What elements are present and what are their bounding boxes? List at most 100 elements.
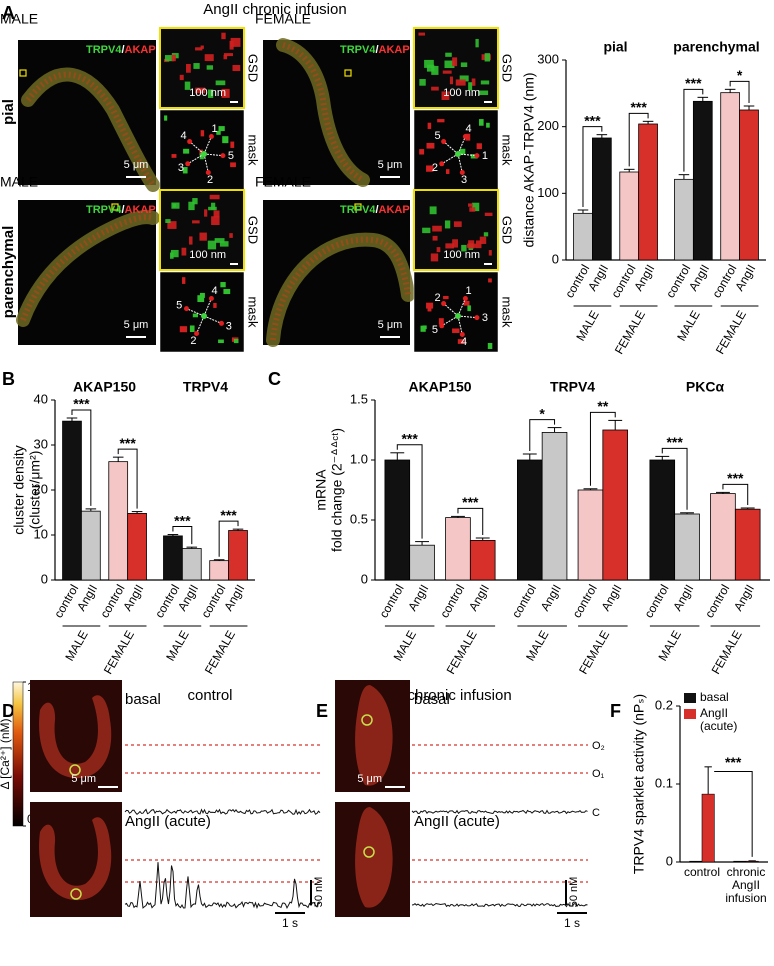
error-bar (415, 541, 429, 546)
error-bar (716, 491, 730, 494)
vessel (21, 67, 160, 192)
micrograph (263, 200, 410, 345)
mask-cluster (194, 331, 200, 337)
channel-label: TRPV4/AKAP (86, 44, 156, 56)
inset-label: mask (246, 296, 261, 328)
mask-arrow (203, 153, 223, 157)
y-tick-label: 100 (537, 185, 559, 200)
cluster (443, 295, 449, 300)
cluster (211, 216, 220, 226)
bar (541, 431, 568, 581)
bar (638, 123, 658, 261)
cluster (182, 167, 188, 174)
sex-label: MALE (0, 11, 38, 27)
inset-label: GSD (246, 216, 261, 244)
channel-label-part: AKAP (125, 204, 156, 216)
error-bar (131, 511, 143, 514)
cluster (431, 86, 439, 91)
mask-cluster (185, 161, 191, 167)
scale-bar-label: 5 μm (357, 773, 382, 785)
figure-title: AngII chronic infusion (203, 1, 346, 18)
cluster (419, 79, 426, 86)
cluster (436, 247, 441, 253)
mask-center (201, 151, 207, 157)
cluster (422, 325, 427, 330)
mask-arrow (457, 298, 466, 317)
roi-marker (361, 714, 373, 726)
cluster (487, 342, 493, 349)
bar (81, 510, 101, 581)
cluster (488, 278, 492, 283)
bar (163, 535, 183, 581)
mask-arrow (443, 141, 459, 155)
x-tick-label: control (437, 582, 467, 620)
significance-label: *** (174, 512, 191, 528)
error-bar (390, 452, 405, 460)
section-title: pial (603, 39, 627, 55)
cluster (171, 54, 176, 62)
y-tick-label: 0 (41, 571, 48, 586)
mask-arrow (196, 315, 205, 334)
mask-number: 2 (432, 162, 438, 174)
bar (689, 860, 703, 863)
cluster (184, 81, 191, 90)
section-title: AKAP150 (73, 379, 136, 395)
error-bar (213, 559, 225, 561)
legend-label: AngII (acute) (700, 707, 738, 733)
significance-label: *** (630, 99, 647, 115)
cluster (445, 243, 454, 249)
x-tick-label-box: chronic AngII infusion (725, 866, 766, 905)
trace (411, 902, 588, 908)
cell-shape (355, 807, 393, 908)
trace (124, 862, 320, 910)
level-label: O₂ (592, 740, 605, 752)
mask-cluster (220, 153, 226, 159)
cluster (230, 37, 241, 47)
cluster (432, 225, 442, 232)
cluster (459, 75, 469, 82)
bar (516, 459, 543, 581)
mask-number: 2 (435, 292, 441, 304)
cluster (165, 219, 171, 224)
significance-label: *** (727, 470, 744, 486)
legend-label-box: AngII (acute) (700, 707, 738, 733)
sex-label: FEMALE (255, 11, 311, 27)
significance-bracket (396, 444, 423, 539)
channel-label-part: TRPV4 (340, 204, 376, 216)
x-tick-label: AngII (585, 262, 611, 293)
mask-cluster (462, 133, 468, 139)
cluster (476, 143, 482, 150)
x-tick-label: AngII (732, 262, 758, 293)
error-bar (522, 453, 537, 460)
significance-bracket (714, 771, 753, 857)
cluster (471, 78, 476, 86)
cluster (233, 338, 239, 344)
error-bar (85, 508, 97, 512)
significance-label: *** (73, 396, 90, 412)
error-bar (655, 455, 670, 460)
bar (739, 109, 759, 261)
error-bar (451, 515, 465, 518)
error-bar (704, 766, 712, 795)
scale-bar-label: 5 μm (124, 319, 149, 331)
cluster (214, 238, 225, 243)
cluster (164, 115, 168, 121)
significance-bracket (218, 520, 239, 557)
cluster (444, 60, 455, 69)
significance-label: * (539, 405, 545, 421)
cell-shape (39, 695, 112, 779)
cluster (195, 87, 206, 94)
channel-label-part: AKAP (125, 44, 156, 56)
y-tick-label: 0 (552, 251, 559, 266)
cluster (232, 64, 241, 72)
cluster (167, 221, 177, 229)
significance-bracket (529, 419, 556, 451)
significance-label: *** (685, 75, 702, 91)
cluster (193, 63, 200, 69)
y-axis-label: fold change (2⁻ᐞᐞᶜᵗ) (329, 428, 345, 552)
roi-box (354, 203, 362, 211)
cluster (442, 70, 452, 74)
y-axis-label: mRNA (313, 469, 329, 511)
mask-arrow (457, 315, 477, 319)
inset-label: mask (246, 134, 261, 166)
